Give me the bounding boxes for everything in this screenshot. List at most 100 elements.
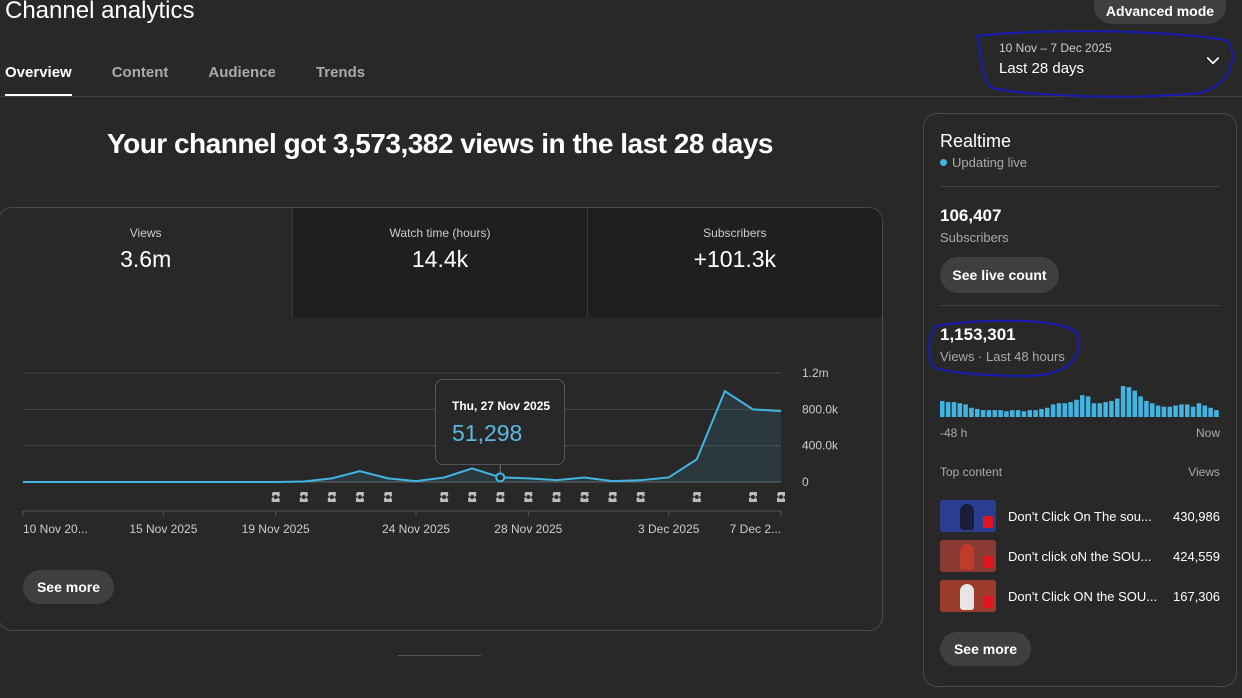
metric-watch-time[interactable]: Watch time (hours) 14.4k xyxy=(293,208,588,317)
tooltip-point xyxy=(495,472,506,483)
y-tick-label: 400.0k xyxy=(802,439,839,453)
views-bar xyxy=(940,400,945,417)
y-tick-label: 1.2m xyxy=(802,366,829,380)
shorts-upload-icon xyxy=(524,492,533,502)
metric-value: 3.6m xyxy=(120,246,172,272)
views-bar xyxy=(1208,407,1213,417)
shorts-upload-icon xyxy=(636,492,645,502)
realtime-card: Realtime Updating live 106,407 Subscribe… xyxy=(923,113,1237,687)
views-bar xyxy=(1050,404,1056,417)
live-status-text: Updating live xyxy=(952,155,1028,170)
advanced-mode-button[interactable]: Advanced mode xyxy=(1094,0,1226,24)
views-bar xyxy=(1144,400,1149,417)
views-bar xyxy=(1068,402,1073,417)
views-48h-label: Views · Last 48 hours xyxy=(940,349,1065,364)
views-bar xyxy=(1056,403,1062,417)
views-bar xyxy=(1132,390,1138,417)
tab-trends[interactable]: Trends xyxy=(315,64,366,81)
video-thumbnail xyxy=(940,540,996,572)
shorts-upload-icon xyxy=(271,492,280,502)
video-thumbnail xyxy=(940,500,996,532)
metric-views[interactable]: Views 3.6m xyxy=(0,208,294,317)
top-content-item[interactable]: Don't Click ON the SOU... 167,306 xyxy=(940,580,1220,612)
views-bar xyxy=(980,410,986,417)
x-tick-label: 28 Nov 2025 xyxy=(494,522,562,536)
shorts-badge-icon xyxy=(983,556,993,568)
views-bar xyxy=(1138,396,1143,417)
views-bar xyxy=(1039,408,1044,417)
overview-card: Views 3.6m Watch time (hours) 14.4k Subs… xyxy=(0,207,883,631)
metric-tabs: Views 3.6m Watch time (hours) 14.4k Subs… xyxy=(0,208,882,317)
shorts-badge-icon xyxy=(983,516,993,528)
views-bar xyxy=(951,402,957,417)
views-48h-value: 1,153,301 xyxy=(940,325,1016,344)
date-range-label: Last 28 days xyxy=(999,60,1085,77)
top-content-label: Top content xyxy=(940,465,1003,479)
shorts-upload-icon xyxy=(580,492,589,502)
views-bar xyxy=(992,410,998,417)
metric-value: +101.3k xyxy=(693,246,777,272)
top-content-item[interactable]: Don't click oN the SOU... 424,559 xyxy=(940,540,1220,572)
see-live-count-button[interactable]: See live count xyxy=(940,257,1059,293)
views-series-line xyxy=(23,389,782,483)
shorts-upload-icon xyxy=(327,492,336,502)
shorts-upload-icon xyxy=(552,492,561,502)
views-bar xyxy=(1045,407,1050,417)
subscribers-label: Subscribers xyxy=(940,230,1009,245)
video-thumbnail xyxy=(940,580,996,612)
tooltip-value: 51,298 xyxy=(452,420,523,446)
views-bar xyxy=(1179,404,1184,417)
y-tick-label: 800.0k xyxy=(802,402,839,416)
top-content-item[interactable]: Don't Click On The sou... 430,986 xyxy=(940,500,1220,532)
views-bar xyxy=(1185,404,1190,417)
views-bar xyxy=(1091,403,1097,417)
live-status: Updating live xyxy=(940,155,1027,170)
tab-audience[interactable]: Audience xyxy=(208,64,276,81)
video-title: Don't click oN the SOU... xyxy=(1008,548,1152,564)
views-48h-bar-chart[interactable] xyxy=(940,384,1220,417)
page-title: Channel analytics xyxy=(5,0,195,24)
chart-tooltip: Thu, 27 Nov 2025 51,298 xyxy=(435,379,565,465)
views-bar xyxy=(1074,399,1079,417)
shorts-upload-icon xyxy=(383,492,392,502)
views-bar xyxy=(969,407,974,417)
video-title: Don't Click On The sou... xyxy=(1008,508,1152,524)
chevron-down-icon xyxy=(1206,57,1220,65)
views-bar xyxy=(1167,406,1173,417)
views-bar xyxy=(975,408,980,417)
views-bar xyxy=(1120,386,1126,417)
video-views: 430,986 xyxy=(1173,508,1220,524)
views-bar xyxy=(1027,410,1033,417)
shorts-upload-icon xyxy=(748,492,757,502)
tab-content[interactable]: Content xyxy=(111,64,169,81)
views-bar xyxy=(998,410,1003,417)
realtime-title: Realtime xyxy=(940,131,1012,151)
tab-overview[interactable]: Overview xyxy=(5,52,72,96)
see-more-button[interactable]: See more xyxy=(23,570,114,604)
shorts-upload-icon xyxy=(777,492,785,502)
views-chart[interactable]: 1.2m 800.0k 400.0k 0 10 Nov 20... 15 Nov 2025… xyxy=(0,348,883,558)
scroll-indicator xyxy=(398,655,481,656)
views-bar xyxy=(1085,396,1091,417)
views-bar xyxy=(1097,403,1103,417)
views-bar xyxy=(1062,403,1068,417)
metric-label: Subscribers xyxy=(703,226,767,240)
tab-bar: Overview Content Audience Trends xyxy=(0,52,400,96)
views-bar xyxy=(1015,410,1021,417)
views-bar xyxy=(1202,405,1208,417)
date-range-picker[interactable]: 10 Nov – 7 Dec 2025 Last 28 days xyxy=(985,36,1230,96)
views-bar xyxy=(1080,395,1085,417)
metric-subscribers[interactable]: Subscribers +101.3k xyxy=(587,208,882,317)
views-bar xyxy=(945,402,951,417)
views-bar xyxy=(1150,403,1155,417)
bars-left-label: -48 h xyxy=(940,426,968,440)
views-bar xyxy=(1155,405,1161,417)
realtime-see-more-button[interactable]: See more xyxy=(940,632,1031,666)
shorts-upload-icon xyxy=(355,492,364,502)
shorts-upload-icon xyxy=(608,492,617,502)
tabs-divider xyxy=(0,96,1242,97)
metric-label: Views xyxy=(129,226,162,240)
video-views: 167,306 xyxy=(1173,588,1220,604)
tooltip-date: Thu, 27 Nov 2025 xyxy=(452,399,551,413)
top-content-views-header: Views xyxy=(1188,465,1220,479)
